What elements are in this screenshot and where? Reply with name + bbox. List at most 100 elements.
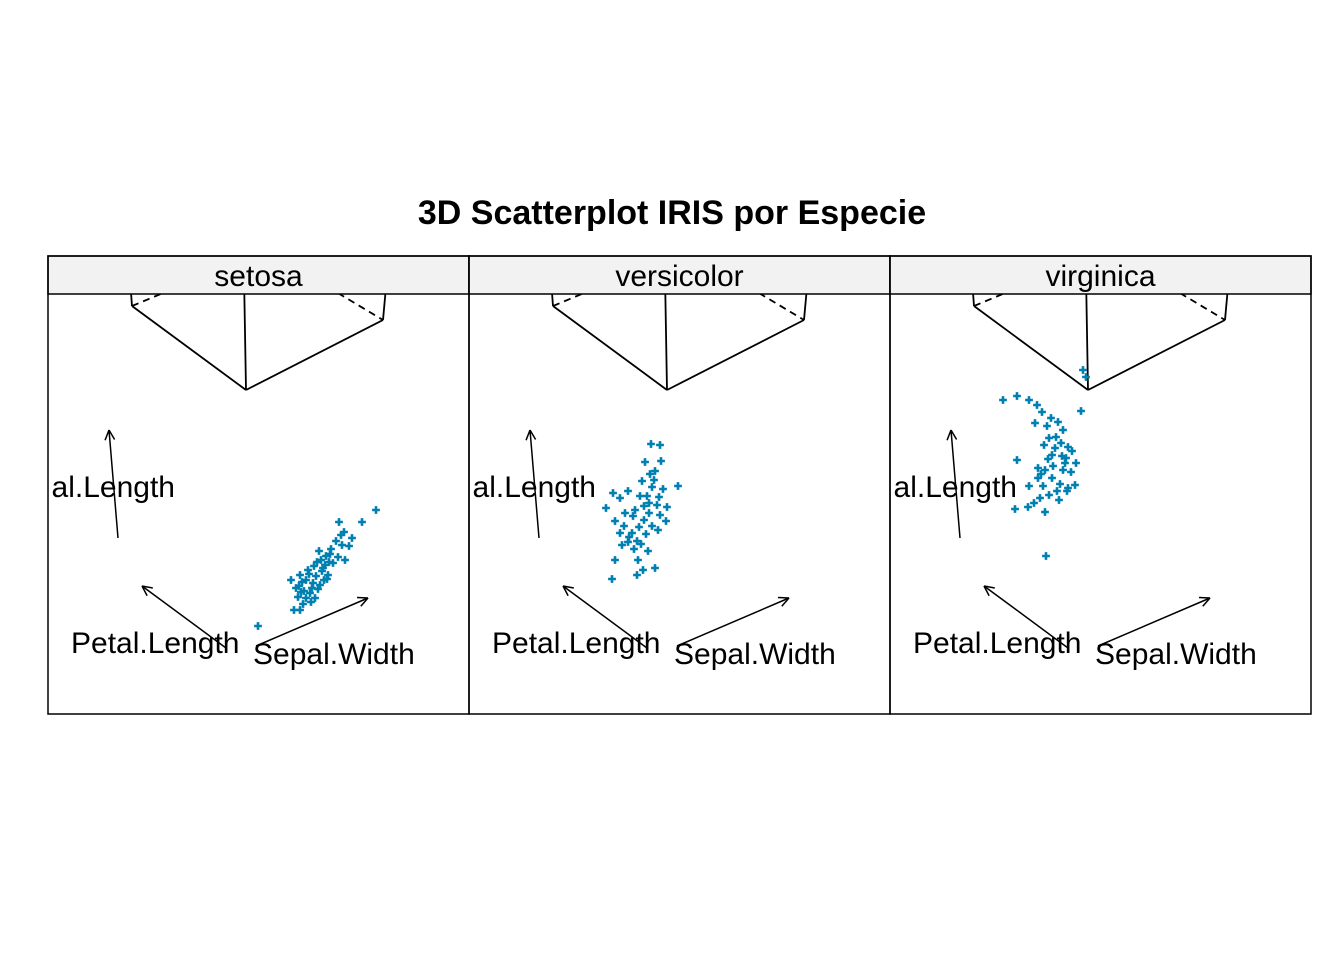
- strip-label: virginica: [1045, 260, 1155, 293]
- left-axis-label: Petal.Length: [913, 627, 1081, 660]
- arrowhead: [141, 585, 148, 597]
- data-point: [1055, 496, 1063, 504]
- arrowhead: [950, 429, 958, 440]
- data-point: [1053, 487, 1061, 495]
- data-point: [1059, 426, 1067, 434]
- data-point: [639, 566, 647, 574]
- data-point: [358, 518, 366, 526]
- data-point: [656, 511, 664, 519]
- arrowhead: [141, 585, 153, 589]
- data-point: [322, 552, 330, 560]
- cube-edge: [962, 146, 1085, 217]
- data-point: [1067, 468, 1075, 476]
- data-point: [611, 556, 619, 564]
- right-axis-label: Sepal.Width: [253, 638, 415, 671]
- left-axis-arrow: [562, 585, 648, 649]
- vertical-axis-arrow: [525, 429, 540, 539]
- arrowhead: [781, 597, 790, 607]
- data-point: [311, 594, 319, 602]
- data-point: [294, 593, 302, 601]
- data-point: [620, 522, 628, 530]
- data-point: [1049, 462, 1057, 470]
- data-point: [630, 545, 638, 553]
- arrowhead: [108, 429, 116, 440]
- data-point: [640, 502, 648, 510]
- data-point: [634, 556, 642, 564]
- cube-edge-hidden: [1179, 294, 1226, 321]
- chart-title: 3D Scatterplot IRIS por Especie: [418, 194, 926, 232]
- data-point: [655, 493, 663, 501]
- cube-edge: [973, 305, 1089, 391]
- data-point: [656, 441, 664, 449]
- data-point: [1045, 434, 1053, 442]
- data-point: [1030, 499, 1038, 507]
- data-point: [646, 470, 654, 478]
- data-point: [616, 494, 624, 502]
- data-point: [625, 533, 633, 541]
- data-point: [654, 526, 662, 534]
- arrowhead: [529, 429, 537, 440]
- data-point: [338, 541, 346, 549]
- data-point: [323, 575, 331, 583]
- data-point: [1063, 487, 1071, 495]
- data-point: [641, 458, 649, 466]
- arrowhead: [562, 585, 569, 597]
- data-point: [647, 440, 655, 448]
- data-point: [645, 509, 653, 517]
- data-point: [1054, 418, 1062, 426]
- data-point: [335, 518, 343, 526]
- data-point: [621, 509, 629, 517]
- data-point: [1077, 407, 1085, 415]
- data-point: [608, 575, 616, 583]
- data-point: [657, 457, 665, 465]
- data-point: [337, 531, 345, 539]
- right-axis-arrow: [255, 596, 369, 647]
- data-point: [648, 522, 656, 530]
- data-point: [1024, 503, 1032, 511]
- data-point: [631, 506, 639, 514]
- cube-edge: [1108, 98, 1240, 154]
- data-point: [296, 606, 304, 614]
- data-point: [302, 576, 310, 584]
- data-point: [640, 516, 648, 524]
- data-point: [602, 504, 610, 512]
- cube-edge: [266, 98, 398, 154]
- data-point: [1041, 466, 1049, 474]
- panel-frame: [889, 255, 1312, 715]
- data-point: [316, 581, 324, 589]
- cube-edge: [131, 305, 247, 391]
- cube-edge: [245, 319, 384, 391]
- data-point: [1042, 552, 1050, 560]
- data-point: [348, 534, 356, 542]
- cube-edge: [1085, 294, 1089, 391]
- right-axis-arrow: [1097, 596, 1211, 647]
- cube-edge-hidden: [337, 294, 384, 321]
- data-point: [302, 594, 310, 602]
- cube-edge-hidden: [758, 294, 805, 321]
- data-point: [638, 477, 646, 485]
- data-point: [1061, 459, 1069, 467]
- data-point: [659, 485, 667, 493]
- data-point: [1052, 433, 1060, 441]
- cube-edge: [243, 154, 398, 217]
- panel-body: al.Length Petal.Length Sepal.Width: [52, 98, 415, 671]
- panel-body: al.Length Petal.Length Sepal.Width: [473, 294, 836, 671]
- left-axis-label: Petal.Length: [71, 627, 239, 660]
- data-point: [314, 585, 322, 593]
- cube-edge: [382, 294, 387, 321]
- data-point: [645, 499, 653, 507]
- data-point: [629, 512, 637, 520]
- arrowhead: [525, 429, 531, 441]
- data-point: [1034, 464, 1042, 472]
- data-point: [635, 523, 643, 531]
- data-point: [290, 606, 298, 614]
- arrowhead: [946, 429, 952, 441]
- right-axis-label: Sepal.Width: [674, 638, 836, 671]
- arrow-shaft: [141, 585, 227, 649]
- data-point: [1034, 474, 1042, 482]
- data-point: [341, 556, 349, 564]
- data-point: [616, 529, 624, 537]
- data-point: [653, 501, 661, 509]
- data-point: [334, 553, 342, 561]
